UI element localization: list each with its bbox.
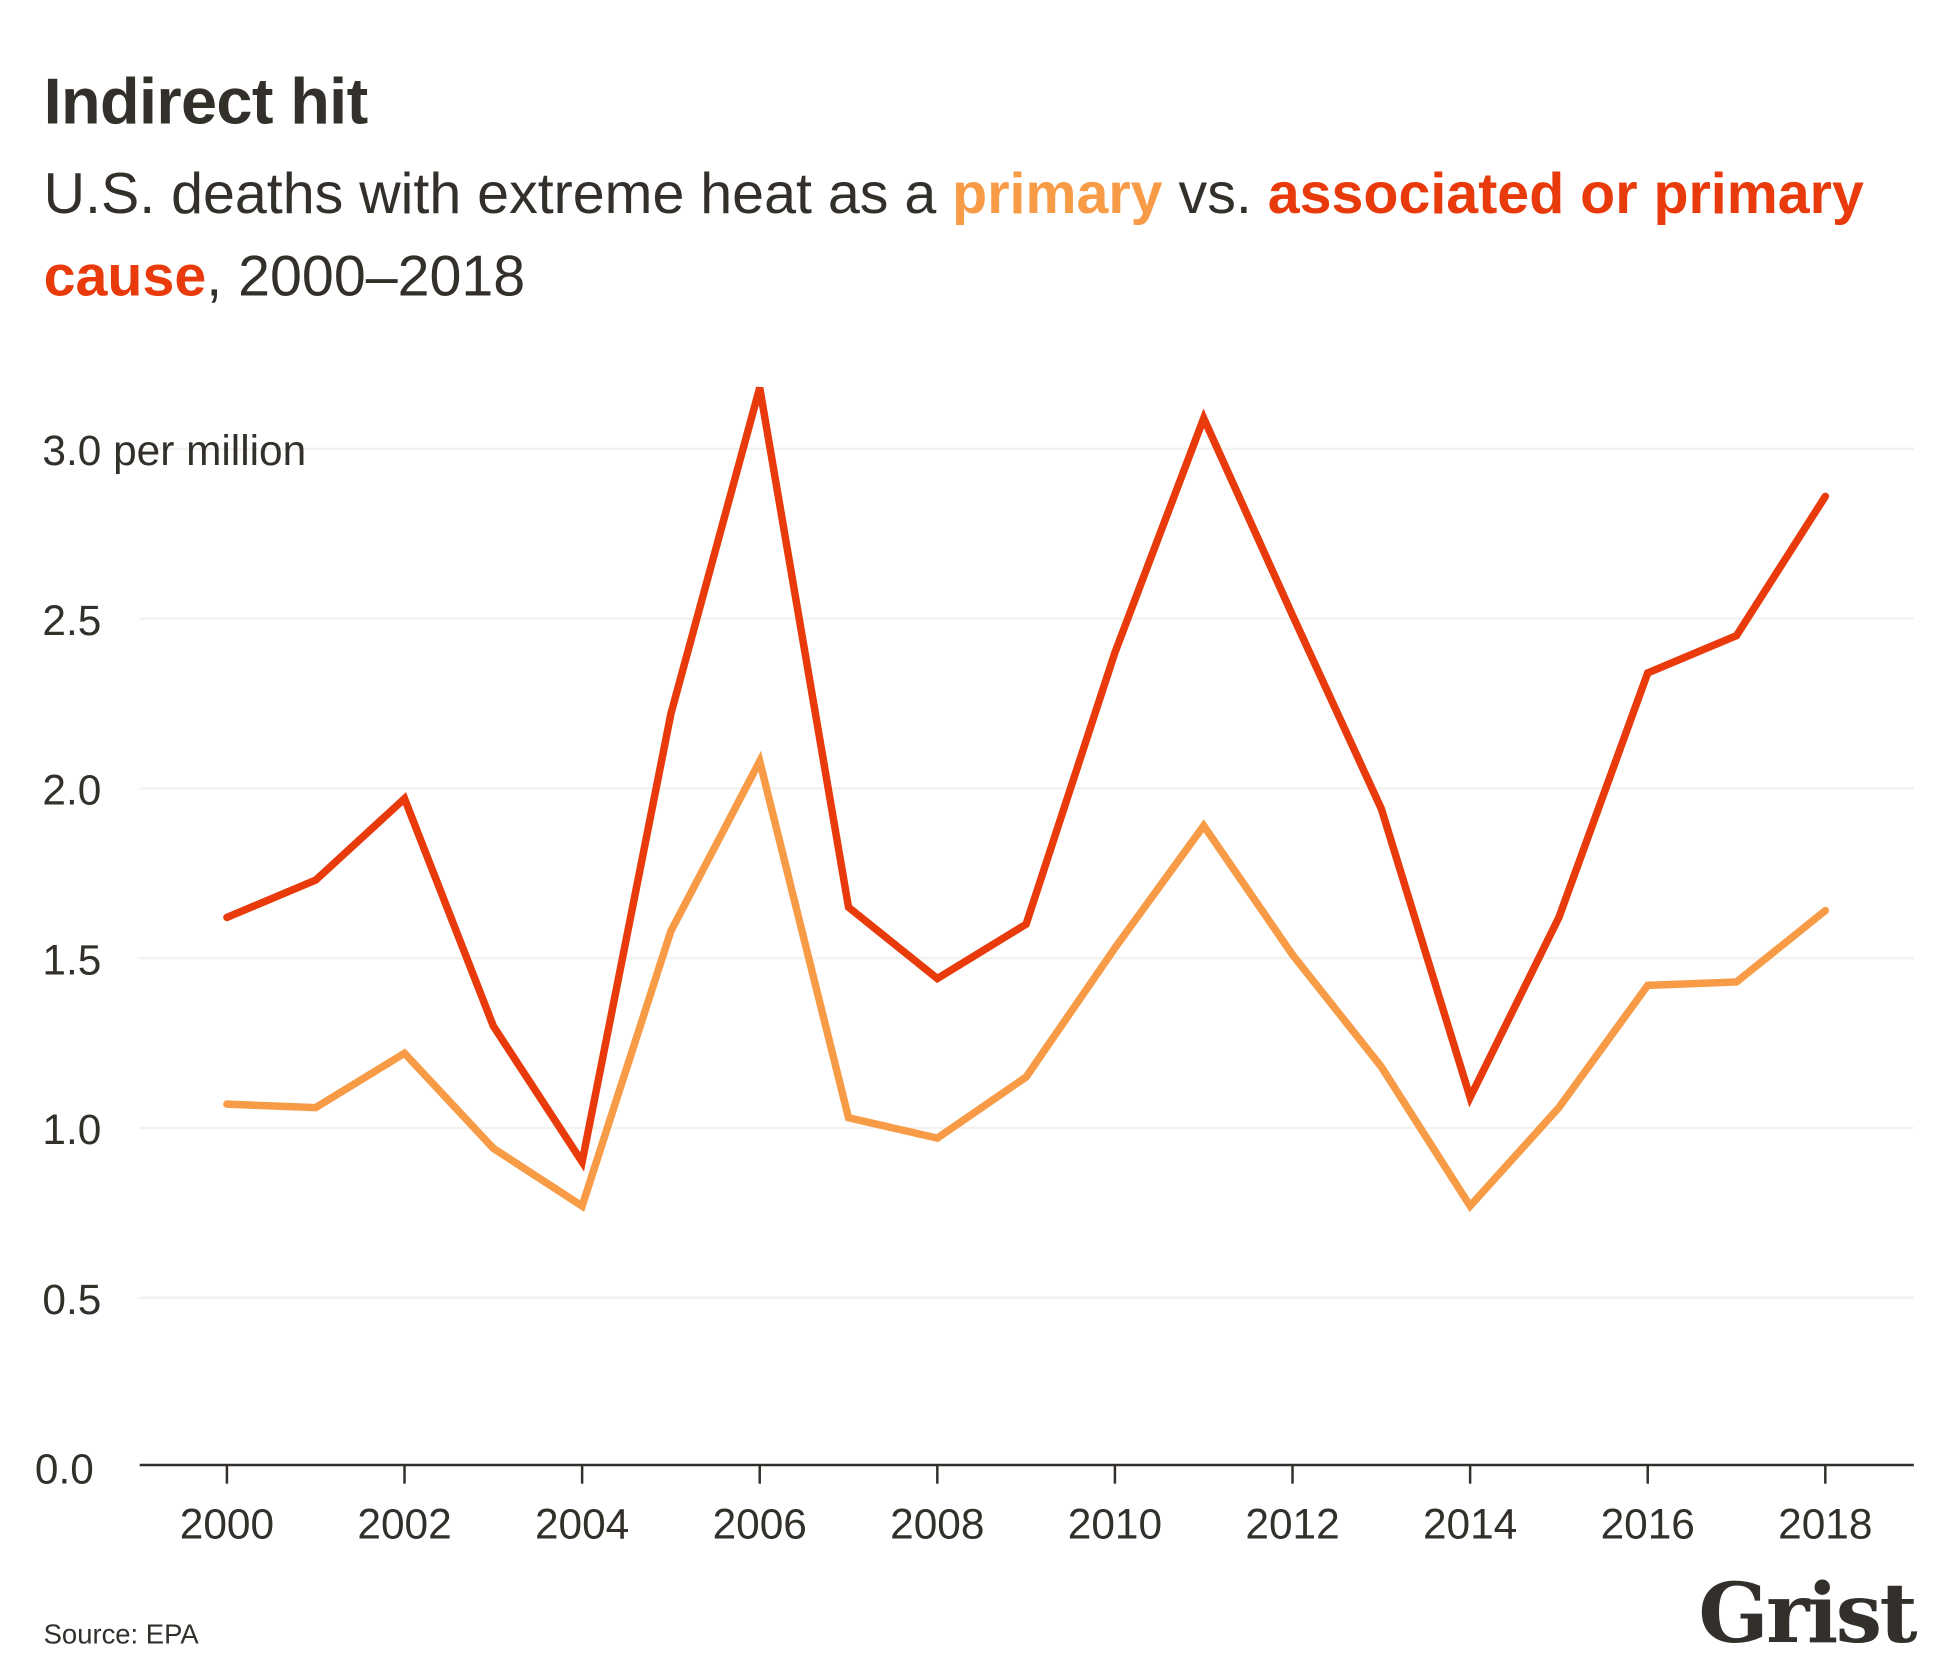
series-line-associated: [223, 386, 1830, 1172]
x-tick-label: 2010: [1068, 1501, 1162, 1548]
x-tick-label: 2008: [890, 1501, 984, 1548]
legend-primary: primary: [952, 160, 1163, 226]
x-tick-label: 2002: [357, 1501, 451, 1548]
x-tick-label: 2006: [713, 1501, 807, 1548]
x-tick-label: 2000: [180, 1501, 274, 1548]
y-tick-label: 0.5: [42, 1276, 101, 1323]
series-line-primary: [223, 750, 1830, 1213]
subtitle-text: , 2000–2018: [206, 243, 526, 308]
x-tick-label: 2016: [1601, 1501, 1695, 1548]
source-note: Source: EPA: [43, 1618, 199, 1650]
x-tick-label: 2004: [535, 1501, 629, 1548]
y-tick-label: 2.5: [42, 597, 101, 644]
y-tick-label: 0.0: [35, 1446, 94, 1493]
subtitle-text: vs.: [1162, 160, 1268, 226]
y-tick-label: 1.5: [42, 936, 101, 983]
subtitle-text: U.S. deaths with extreme heat as a: [43, 160, 953, 226]
x-tick-label: 2012: [1245, 1501, 1339, 1548]
x-tick-label: 2014: [1423, 1501, 1517, 1548]
y-tick-label: 3.0 per million: [42, 427, 306, 474]
x-tick-label: 2018: [1778, 1501, 1872, 1548]
y-tick-label: 1.0: [42, 1106, 101, 1153]
grist-logo: Grist: [1698, 1564, 1917, 1662]
chart-subtitle: U.S. deaths with extreme heat as a prima…: [44, 152, 1914, 317]
legend-associated: associated or primary cause: [43, 160, 1864, 308]
y-tick-label: 2.0: [42, 767, 101, 814]
chart-title: Indirect hit: [43, 66, 369, 139]
